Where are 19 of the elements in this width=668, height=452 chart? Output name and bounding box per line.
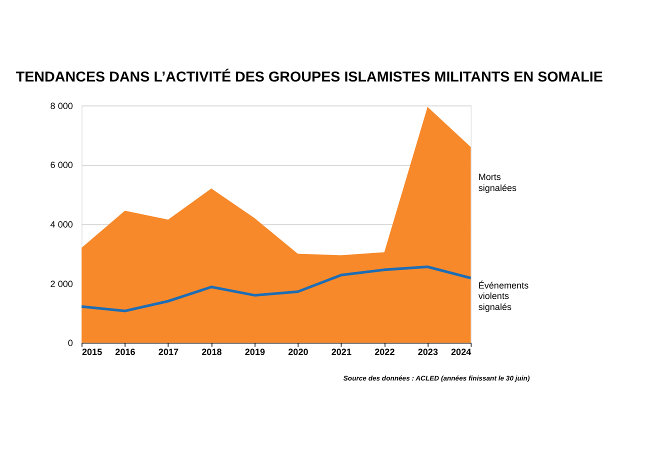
x-tick-label: 2018 <box>202 347 222 358</box>
x-tick-label: 2021 <box>331 347 352 358</box>
x-tick-label: 2015 <box>82 347 102 358</box>
line-series <box>80 265 472 312</box>
y-tick-label: 6 000 <box>50 160 73 170</box>
y-tick-label: 0 <box>68 338 73 348</box>
y-tick-label: 4 000 <box>50 219 73 230</box>
series-label: Morts signalées <box>478 172 518 193</box>
x-tick-label: 2024 <box>451 347 472 358</box>
y-tick-label: 8 000 <box>50 100 73 111</box>
x-tick-label: 2023 <box>418 347 438 358</box>
x-tick-label: 2022 <box>374 347 395 358</box>
x-tick-label: 2017 <box>158 347 179 358</box>
series-label: Événements violents signalés <box>478 280 530 312</box>
x-tick-label: 2016 <box>115 347 136 358</box>
x-tick-label: 2019 <box>244 347 266 358</box>
x-tick-label: 2020 <box>288 347 308 358</box>
y-tick-label: 2 000 <box>50 278 73 289</box>
chart-title: TENDANCES DANS L’ACTIVITÉ DES GROUPES ISLAMISTES MILITANTS EN SOMALIE <box>16 68 603 86</box>
